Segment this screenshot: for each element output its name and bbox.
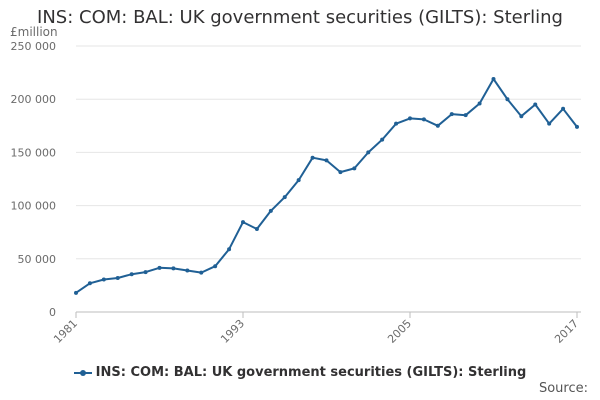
data-point <box>421 117 426 122</box>
data-point <box>547 121 552 126</box>
data-point <box>282 195 287 200</box>
y-tick-label: 100 000 <box>11 200 57 213</box>
data-point <box>254 227 259 232</box>
data-point <box>268 208 273 213</box>
data-point <box>87 281 92 286</box>
data-point <box>296 178 301 183</box>
data-point <box>129 272 134 277</box>
data-point <box>352 166 357 171</box>
series-group <box>74 76 579 295</box>
x-tick-label: 1993 <box>218 317 247 346</box>
data-point <box>380 137 385 142</box>
data-point <box>143 270 148 275</box>
chart-title: INS: COM: BAL: UK government securities … <box>37 7 563 28</box>
data-point <box>533 102 538 107</box>
x-tick-label: 1981 <box>51 317 80 346</box>
data-point <box>491 76 496 81</box>
data-point <box>338 170 343 175</box>
axes: 0 50 000 100 000 150 000 200 000 250 000 1981 1… <box>11 40 582 346</box>
data-point <box>213 264 218 269</box>
y-tick-label: 200 000 <box>11 93 57 106</box>
data-point <box>185 268 190 273</box>
data-point <box>171 266 176 271</box>
data-point <box>74 290 78 295</box>
data-point <box>505 97 510 102</box>
y-tick-label: 150 000 <box>11 146 57 159</box>
series-line <box>75 78 578 294</box>
data-point <box>449 112 454 117</box>
gridlines <box>76 45 581 260</box>
legend-label: INS: COM: BAL: UK government securities … <box>95 365 527 380</box>
legend: INS: COM: BAL: UK government securities … <box>0 365 600 380</box>
data-point <box>241 220 245 225</box>
x-tick-label: 2005 <box>385 317 414 346</box>
y-axis-unit-label: £million <box>10 25 58 39</box>
data-point <box>394 121 399 126</box>
data-point <box>366 150 371 155</box>
data-point <box>115 275 120 280</box>
data-point <box>575 124 579 129</box>
data-point <box>435 123 440 128</box>
data-point <box>310 155 315 160</box>
legend-line-swatch <box>73 369 92 376</box>
x-tick-label: 2017 <box>552 317 581 346</box>
y-tick-label: 250 000 <box>11 40 57 53</box>
data-point <box>227 247 232 252</box>
y-tick-label: 0 <box>49 306 56 319</box>
data-point <box>519 114 524 119</box>
data-point <box>477 101 482 106</box>
y-tick-label: 50 000 <box>18 253 57 266</box>
data-point <box>561 106 566 111</box>
data-point <box>199 270 204 275</box>
source-label: Source: <box>538 381 588 396</box>
data-point <box>463 113 468 118</box>
data-point <box>408 116 412 121</box>
data-point <box>101 277 106 282</box>
data-point <box>157 265 162 270</box>
data-point <box>324 158 329 163</box>
